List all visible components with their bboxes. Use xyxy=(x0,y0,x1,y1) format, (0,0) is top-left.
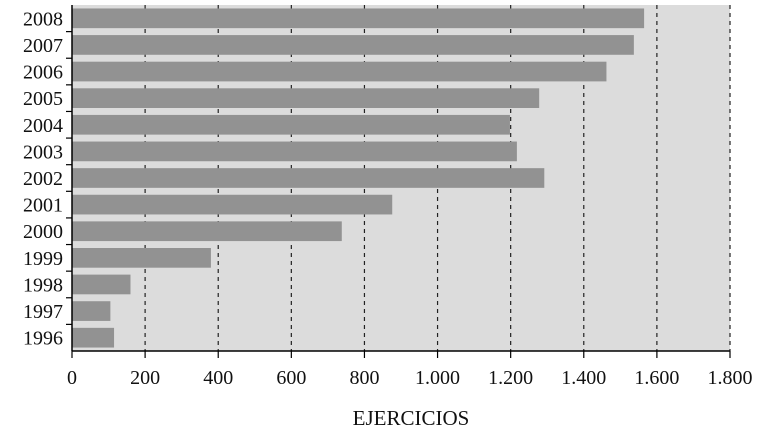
y-tick-label-2002: 2002 xyxy=(23,168,63,190)
x-tick-label-800: 800 xyxy=(349,367,379,389)
y-tick-label-1999: 1999 xyxy=(23,248,63,270)
x-tick-label-0: 0 xyxy=(67,367,77,389)
bar-1996 xyxy=(72,327,115,348)
bar-2003 xyxy=(72,141,517,162)
bar-2006 xyxy=(72,61,607,82)
bars xyxy=(72,8,645,348)
x-tick-label-1400: 1.400 xyxy=(561,367,606,389)
y-tick-label-1998: 1998 xyxy=(23,274,63,296)
x-tick-label-200: 200 xyxy=(130,367,160,389)
bar-2002 xyxy=(72,168,545,188)
x-tick-label-1000: 1.000 xyxy=(415,367,460,389)
y-tick-label-1996: 1996 xyxy=(23,328,63,350)
y-tick-label-2000: 2000 xyxy=(23,221,63,243)
bar-2008 xyxy=(72,8,645,29)
x-tick-label-400: 400 xyxy=(203,367,233,389)
bar-2005 xyxy=(72,88,540,109)
y-tick-label-1997: 1997 xyxy=(23,301,63,323)
x-tick-label-600: 600 xyxy=(276,367,306,389)
y-tick-label-2007: 2007 xyxy=(23,35,63,57)
y-tick-label-2008: 2008 xyxy=(23,8,63,30)
bar-1999 xyxy=(72,247,211,268)
y-tick-label-2006: 2006 xyxy=(23,62,63,84)
bar-1997 xyxy=(72,301,111,321)
y-tick-label-2003: 2003 xyxy=(23,141,63,163)
x-axis-title: EJERCICIOS xyxy=(353,406,470,430)
bar-1998 xyxy=(72,274,131,295)
x-axis-ticks: 0 200 400 600 800 1.000 1.200 1.400 1.600 1.800 xyxy=(67,351,753,389)
bar-2004 xyxy=(72,114,510,135)
x-tick-label-1600: 1.600 xyxy=(634,367,679,389)
bar-2000 xyxy=(72,221,342,242)
x-tick-label-1800: 1.800 xyxy=(708,367,753,389)
y-tick-label-2001: 2001 xyxy=(23,195,63,217)
bar-2001 xyxy=(72,194,393,215)
y-tick-label-2005: 2005 xyxy=(23,88,63,110)
y-tick-label-2004: 2004 xyxy=(23,115,63,137)
y-axis-ticks: 2008 2007 2006 2005 2004 2003 2002 2001 2000 1999… xyxy=(23,8,72,350)
bar-2007 xyxy=(72,35,634,55)
x-tick-label-1200: 1.200 xyxy=(488,367,533,389)
